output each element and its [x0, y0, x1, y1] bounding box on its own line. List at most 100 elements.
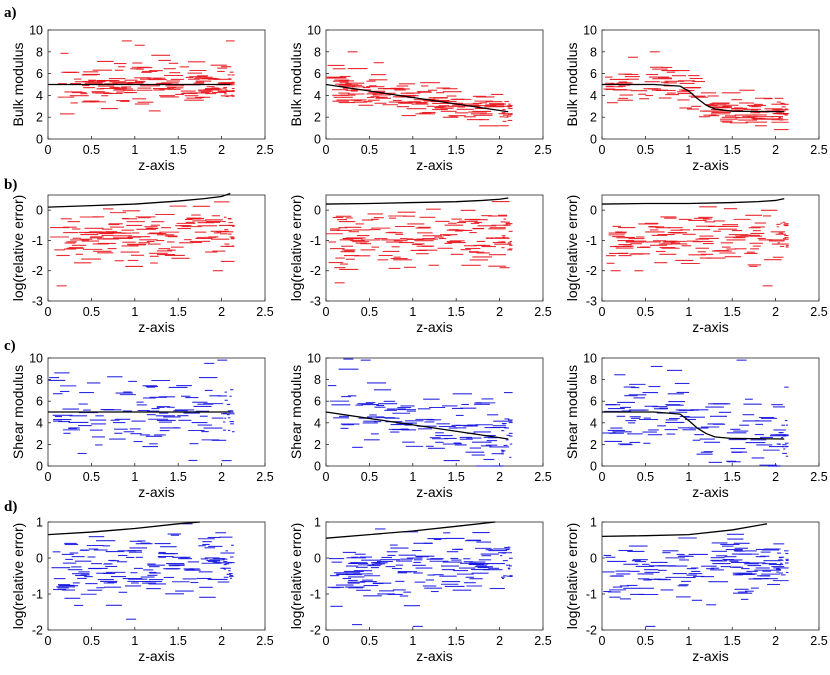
x-tick-label: 2 — [496, 143, 503, 157]
x-axis-label: z-axis — [692, 648, 729, 664]
y-tick-label: 10 — [583, 352, 597, 366]
reference-curve — [325, 411, 509, 440]
y-tick-label: 8 — [36, 373, 43, 387]
y-tick-label: 10 — [583, 24, 597, 38]
x-tick-label: 0.5 — [83, 305, 100, 319]
panel-1-1: 0 0.5 1 1.5 2 2.5 -3 -2 -1 0 z-axis log(relative er… — [288, 194, 552, 335]
y-tick-label: -1 — [32, 588, 43, 602]
x-tick-label: 0.5 — [361, 470, 378, 484]
sample-marks — [57, 40, 235, 115]
y-axis-label: Bulk modulus — [564, 42, 580, 126]
y-tick-label: 8 — [590, 373, 597, 387]
reference-curve — [601, 197, 785, 205]
x-tick-label: 0 — [599, 470, 606, 484]
y-tick-label: 2 — [590, 438, 597, 452]
row-label-d: d) — [4, 499, 17, 515]
x-tick-label: 0.5 — [637, 305, 654, 319]
x-tick-label: 2.5 — [256, 634, 273, 648]
y-tick-label: 6 — [314, 395, 321, 409]
y-tick-label: -2 — [586, 624, 597, 638]
x-tick-label: 2 — [218, 470, 225, 484]
y-tick-label: 6 — [314, 67, 321, 81]
y-axis-label: log(relative error) — [564, 523, 580, 630]
reference-curve — [47, 521, 200, 536]
y-tick-label: 2 — [590, 111, 597, 125]
x-tick-label: 0 — [45, 305, 52, 319]
x-tick-label: 2 — [496, 470, 503, 484]
y-tick-label: 0 — [36, 133, 43, 147]
x-tick-label: 2 — [772, 470, 779, 484]
y-tick-label: 10 — [29, 24, 43, 38]
x-tick-label: 0.5 — [83, 470, 100, 484]
x-tick-label: 1 — [409, 305, 416, 319]
plot-frame — [325, 357, 544, 467]
y-tick-label: 4 — [590, 89, 597, 103]
y-axis-label: Bulk modulus — [10, 42, 26, 126]
sample-marks — [51, 523, 235, 620]
panel-2-0: 0 0.5 1 1.5 2 2.5 0 2 4 6 8 10 z-axis Shear modulus — [10, 352, 274, 501]
y-tick-label: 0 — [36, 460, 43, 474]
x-tick-label: 1.5 — [724, 143, 741, 157]
y-axis-label: Shear modulus — [564, 365, 580, 459]
sample-marks — [602, 359, 789, 467]
y-tick-label: -1 — [586, 234, 597, 248]
panel-0-1: 0 0.5 1 1.5 2 2.5 0 2 4 6 8 10 z-axis Bulk modulus — [288, 24, 552, 174]
x-tick-label: 2 — [772, 305, 779, 319]
x-tick-label: 0 — [323, 634, 330, 648]
y-tick-label: 0 — [590, 133, 597, 147]
y-tick-label: -3 — [32, 295, 43, 309]
plot-frame — [325, 194, 544, 302]
x-axis-label: z-axis — [138, 319, 175, 335]
sample-marks — [327, 528, 513, 627]
y-tick-label: 8 — [590, 45, 597, 59]
reference-curve — [601, 523, 768, 538]
y-tick-label: -2 — [310, 624, 321, 638]
y-tick-label: 10 — [307, 352, 321, 366]
x-tick-label: 1.5 — [724, 305, 741, 319]
x-tick-label: 1 — [685, 305, 692, 319]
y-tick-label: 0 — [314, 460, 321, 474]
row-label-c: c) — [4, 338, 16, 354]
x-tick-label: 2.5 — [810, 305, 827, 319]
x-axis-label: z-axis — [138, 648, 175, 664]
y-tick-label: -1 — [310, 234, 321, 248]
x-tick-label: 0.5 — [361, 305, 378, 319]
y-tick-label: 0 — [590, 204, 597, 218]
x-tick-label: 1 — [131, 634, 138, 648]
x-axis-label: z-axis — [692, 484, 729, 500]
y-tick-label: 0 — [314, 133, 321, 147]
x-tick-label: 0 — [599, 634, 606, 648]
sample-marks — [49, 201, 235, 287]
x-tick-label: 2.5 — [534, 634, 551, 648]
y-tick-label: 2 — [36, 111, 43, 125]
y-tick-label: 4 — [36, 89, 43, 103]
panel-1-2: 0 0.5 1 1.5 2 2.5 -3 -2 -1 0 z-axis log(relative er… — [564, 194, 828, 335]
x-tick-label: 1.5 — [170, 634, 187, 648]
panel-1-0: 0 0.5 1 1.5 2 2.5 -3 -2 -1 0 z-axis log(relative er… — [10, 192, 274, 335]
x-tick-label: 0 — [599, 143, 606, 157]
x-tick-label: 1 — [409, 634, 416, 648]
x-axis-label: z-axis — [138, 484, 175, 500]
row-label-a: a) — [4, 5, 17, 21]
x-tick-label: 1 — [131, 470, 138, 484]
y-tick-label: 4 — [314, 89, 321, 103]
x-tick-label: 1 — [685, 634, 692, 648]
x-tick-label: 2 — [496, 634, 503, 648]
y-axis-label: log(relative error) — [288, 195, 304, 302]
x-tick-label: 1 — [685, 470, 692, 484]
y-axis-label: Shear modulus — [288, 365, 304, 459]
x-tick-label: 2 — [218, 305, 225, 319]
y-tick-label: 1 — [590, 516, 597, 530]
y-tick-label: -3 — [310, 295, 321, 309]
y-tick-label: 8 — [36, 45, 43, 59]
x-tick-label: 1.5 — [170, 143, 187, 157]
x-tick-label: 2.5 — [256, 305, 273, 319]
y-tick-label: -3 — [586, 295, 597, 309]
y-tick-label: 2 — [314, 111, 321, 125]
y-tick-label: -2 — [32, 264, 43, 278]
y-tick-label: 6 — [590, 67, 597, 81]
sample-marks — [606, 206, 789, 287]
x-tick-label: 0 — [45, 634, 52, 648]
